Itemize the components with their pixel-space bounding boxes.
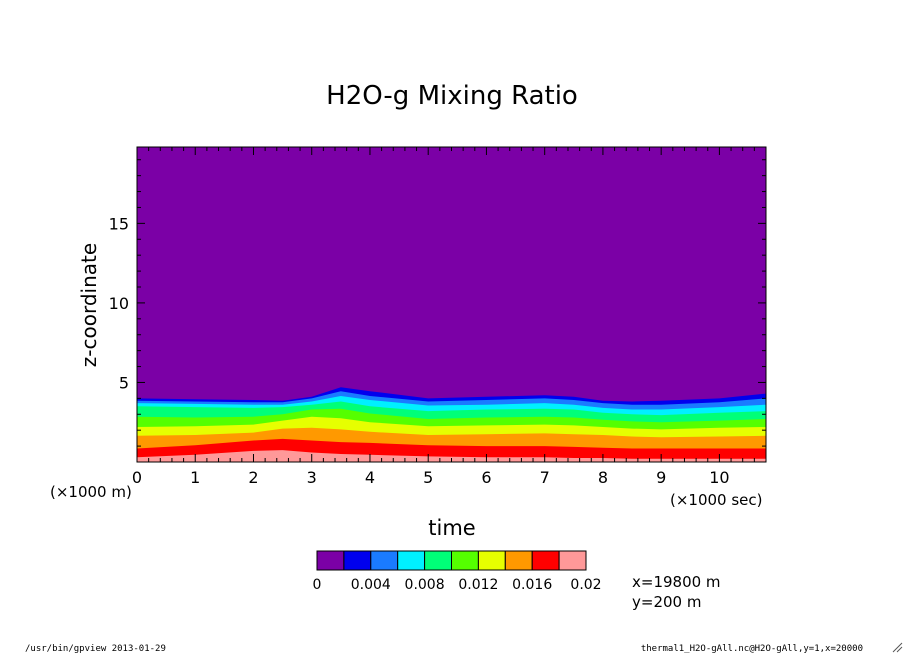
footer-source: thermal1_H2O-gAll.nc@H2O-gAll,y=1,x=2000… bbox=[641, 644, 863, 654]
y-unit-label: (×1000 m) bbox=[50, 483, 132, 501]
colorbar-swatch bbox=[397, 550, 426, 571]
colorbar-swatch bbox=[316, 550, 345, 571]
colorbar-swatch bbox=[343, 550, 372, 571]
y-tick-label: 5 bbox=[119, 373, 129, 392]
colorbar-label: 0.02 bbox=[570, 577, 601, 593]
colorbar-swatch bbox=[477, 550, 506, 571]
colorbar-label: 0.008 bbox=[405, 577, 445, 593]
colorbar-swatch bbox=[558, 550, 587, 571]
colorbar-swatch bbox=[370, 550, 399, 571]
colorbar: 0 0.004 0.008 0.012 0.016 0.02 bbox=[313, 550, 602, 593]
colorbar-swatch bbox=[504, 550, 533, 571]
x-tick-label: 8 bbox=[598, 468, 608, 487]
x-axis-label: time bbox=[428, 516, 475, 540]
colorbar-label: 0.004 bbox=[351, 577, 391, 593]
colorbar-label: 0.016 bbox=[512, 577, 552, 593]
x-tick-label: 5 bbox=[423, 468, 433, 487]
x-tick-label: 2 bbox=[248, 468, 258, 487]
axes: 0 1 2 3 4 5 6 7 8 9 10 5 10 15 bbox=[109, 146, 767, 487]
x-tick-label: 4 bbox=[365, 468, 375, 487]
chart-title: H2O-g Mixing Ratio bbox=[326, 81, 578, 111]
x-tick-label: 10 bbox=[709, 468, 729, 487]
x-tick-label: 6 bbox=[481, 468, 491, 487]
annotation-x-position: x=19800 m bbox=[632, 573, 721, 591]
colorbar-swatch bbox=[451, 550, 479, 571]
footer-command: /usr/bin/gpview 2013-01-29 bbox=[25, 644, 166, 654]
resize-grip-icon[interactable] bbox=[892, 642, 903, 653]
x-tick-label: 7 bbox=[540, 468, 550, 487]
x-tick-label: 1 bbox=[190, 468, 200, 487]
colorbar-label: 0 bbox=[313, 577, 322, 593]
x-tick-label: 0 bbox=[132, 468, 142, 487]
x-tick-label: 3 bbox=[307, 468, 317, 487]
y-tick-label: 10 bbox=[109, 294, 129, 313]
contour-band-9 bbox=[137, 450, 766, 462]
x-tick-label: 9 bbox=[656, 468, 666, 487]
colorbar-swatch bbox=[531, 550, 560, 571]
colorbar-label: 0.012 bbox=[458, 577, 498, 593]
x-unit-label: (×1000 sec) bbox=[670, 491, 763, 509]
y-axis-label: z-coordinate bbox=[77, 243, 101, 367]
y-tick-label: 15 bbox=[109, 214, 129, 233]
annotation-y-position: y=200 m bbox=[632, 593, 701, 611]
colorbar-swatch bbox=[424, 550, 453, 571]
contour-fills bbox=[137, 147, 766, 462]
